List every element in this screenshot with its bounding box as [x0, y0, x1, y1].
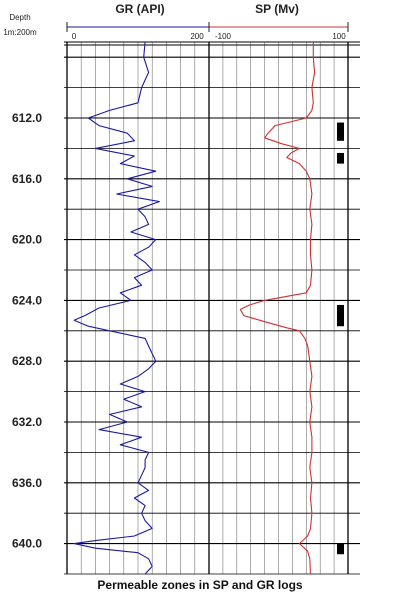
- gr-min-label: 0: [72, 32, 77, 41]
- depth-tick-label: 632.0: [12, 415, 42, 429]
- depth-tick-label: 612.0: [12, 111, 42, 125]
- permeable-zone-bar: [337, 304, 344, 327]
- depth-tick-label: 620.0: [12, 233, 42, 247]
- permeable-zone-bar: [337, 543, 344, 555]
- permeable-zone-bar: [337, 122, 344, 141]
- depth-header: Depth: [9, 13, 30, 22]
- well-log-chart: Depth 1m:200m GR (API) SP (Mv) 0 200 -10…: [3, 2, 360, 575]
- sp-track-title: SP (Mv): [255, 2, 299, 16]
- depth-tick-label: 640.0: [12, 537, 42, 551]
- gr-track-title: GR (API): [115, 2, 164, 16]
- depth-tick-label: 636.0: [12, 476, 42, 490]
- grid: [64, 41, 360, 575]
- gr-curve: [73, 41, 160, 575]
- log-curves: [73, 41, 316, 575]
- scale-header: 1m:200m: [3, 28, 37, 37]
- sp-min-label: -100: [215, 32, 232, 41]
- permeable-zones: [337, 122, 344, 555]
- sp-curve: [239, 42, 316, 575]
- sp-max-label: 100: [332, 32, 346, 41]
- figure-caption: Permeable zones in SP and GR logs: [97, 578, 303, 592]
- depth-tick-label: 628.0: [12, 354, 42, 368]
- depth-tick-label: 624.0: [12, 293, 42, 307]
- permeable-zone-bar: [337, 152, 344, 164]
- depth-tick-label: 616.0: [12, 172, 42, 186]
- gr-max-label: 200: [190, 32, 204, 41]
- depth-axis: 612.0 616.0 620.0 624.0 628.0 632.0 636.0 640.0: [12, 111, 42, 551]
